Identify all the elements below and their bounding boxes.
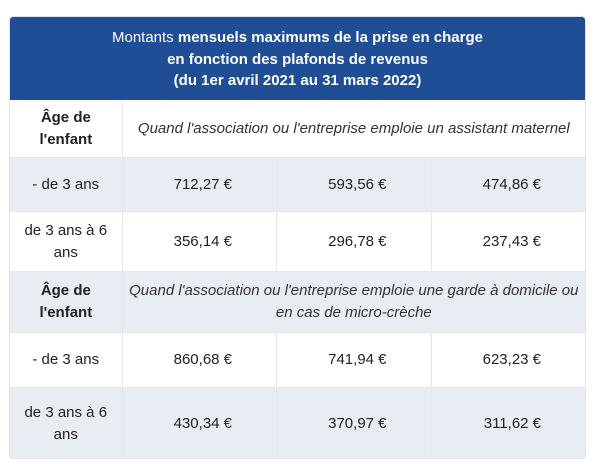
- header-line-1: Montants mensuels maximums de la prise e…: [10, 27, 585, 49]
- age-label: Âge de l'enfant: [39, 108, 93, 148]
- amount-cell: 430,34 €: [121, 388, 277, 458]
- amount-cell: 311,62 €: [430, 388, 585, 458]
- header-line-1-normal: Montants: [111, 29, 178, 46]
- section-description: Quand l'association ou l'entreprise empl…: [121, 272, 585, 332]
- amount-cell: 623,23 €: [430, 333, 585, 387]
- section-header-row: Âge de l'enfant Quand l'association ou l…: [10, 100, 585, 157]
- table-header: Montants mensuels maximums de la prise e…: [10, 17, 585, 100]
- table-row: de 3 ans à 6 ans 356,14 € 296,78 € 237,4…: [10, 211, 585, 271]
- amount-cell: 860,68 €: [121, 333, 277, 387]
- header-line-1-bold: mensuels maximums de la prise en charge: [177, 29, 483, 46]
- amount-cell: 474,86 €: [430, 158, 585, 211]
- amount-cell: 237,43 €: [430, 212, 585, 271]
- header-line-3: (du 1er avril 2021 au 31 mars 2022): [173, 72, 422, 89]
- table-row: - de 3 ans 712,27 € 593,56 € 474,86 €: [10, 157, 585, 211]
- table-row: - de 3 ans 860,68 € 741,94 € 623,23 €: [10, 332, 585, 387]
- age-cell: de 3 ans à 6 ans: [24, 403, 108, 443]
- amount-cell: 712,27 €: [121, 158, 277, 211]
- amount-cell: 741,94 €: [276, 333, 431, 387]
- age-cell: - de 3 ans: [32, 175, 100, 193]
- amount-cell: 356,14 €: [121, 212, 277, 271]
- amount-cell: 296,78 €: [276, 212, 431, 271]
- header-line-2: en fonction des plafonds de revenus: [167, 50, 428, 68]
- table-row: de 3 ans à 6 ans 430,34 € 370,97 € 311,6…: [10, 387, 585, 458]
- age-cell: - de 3 ans: [32, 351, 100, 368]
- section-header-row: Âge de l'enfant Quand l'association ou l…: [10, 271, 585, 332]
- age-label: Âge de l'enfant: [39, 282, 93, 321]
- age-cell: de 3 ans à 6 ans: [24, 221, 108, 261]
- amount-cell: 593,56 €: [276, 158, 431, 211]
- section-description: Quand l'association ou l'entreprise empl…: [121, 100, 585, 157]
- amount-cell: 370,97 €: [276, 388, 431, 458]
- allowance-table: Montants mensuels maximums de la prise e…: [9, 16, 586, 459]
